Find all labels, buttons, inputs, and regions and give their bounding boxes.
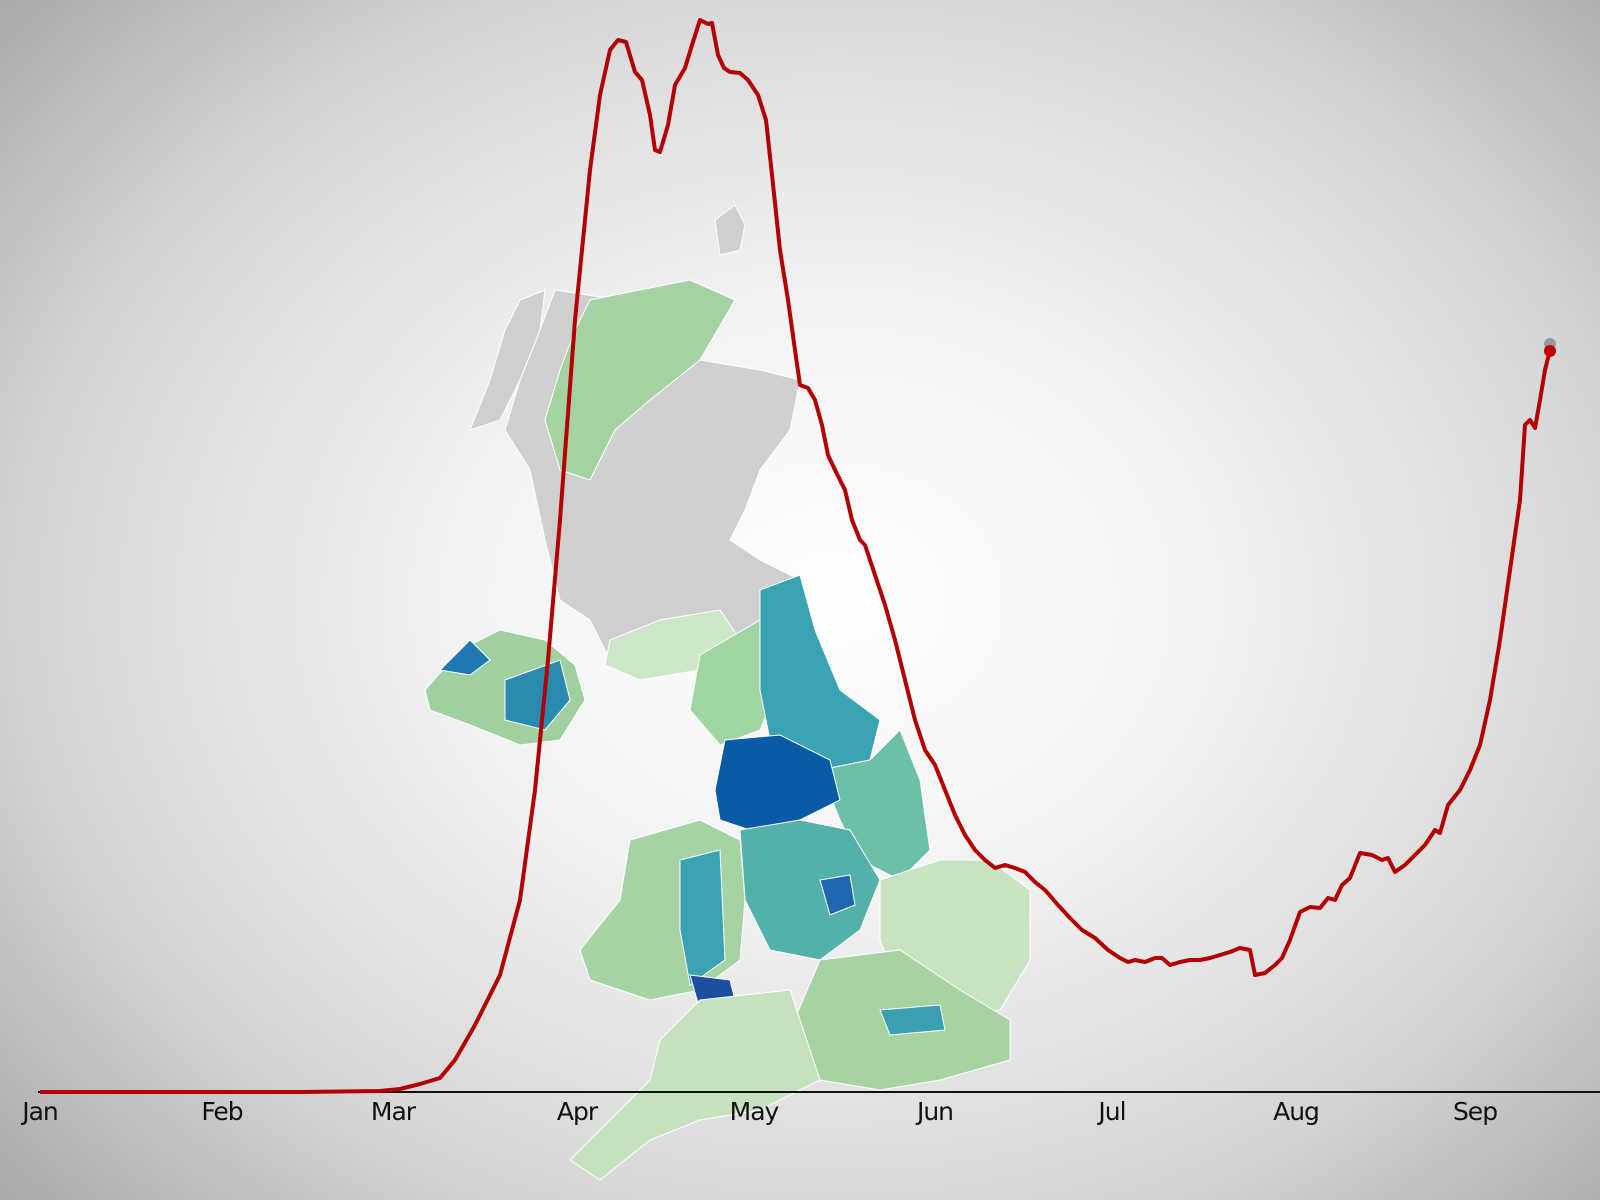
map-london xyxy=(879,1004,946,1036)
x-tick-mar: Mar xyxy=(370,1097,416,1126)
map-highlands-green xyxy=(544,279,736,481)
map-ni-blue xyxy=(438,639,491,676)
map-southwest xyxy=(569,989,821,1181)
x-tick-apr: Apr xyxy=(556,1097,598,1126)
x-tick-sep: Sep xyxy=(1452,1097,1498,1126)
x-tick-jul: Jul xyxy=(1098,1097,1126,1126)
uk-map xyxy=(424,204,1031,1181)
map-ni-blue2 xyxy=(504,659,571,731)
map-islands xyxy=(469,289,546,431)
map-shetland xyxy=(714,204,746,256)
x-tick-jan: Jan xyxy=(22,1097,59,1126)
map-wales-teal xyxy=(679,849,726,986)
cases-line xyxy=(40,18,1552,1094)
map-leicester xyxy=(819,874,856,916)
latest-point-marker xyxy=(1544,345,1556,357)
map-midlands xyxy=(739,819,881,961)
x-tick-feb: Feb xyxy=(201,1097,243,1126)
map-northeast xyxy=(759,574,881,771)
x-tick-jun: Jun xyxy=(916,1097,954,1126)
x-tick-may: May xyxy=(729,1097,780,1126)
x-tick-aug: Aug xyxy=(1273,1097,1320,1126)
